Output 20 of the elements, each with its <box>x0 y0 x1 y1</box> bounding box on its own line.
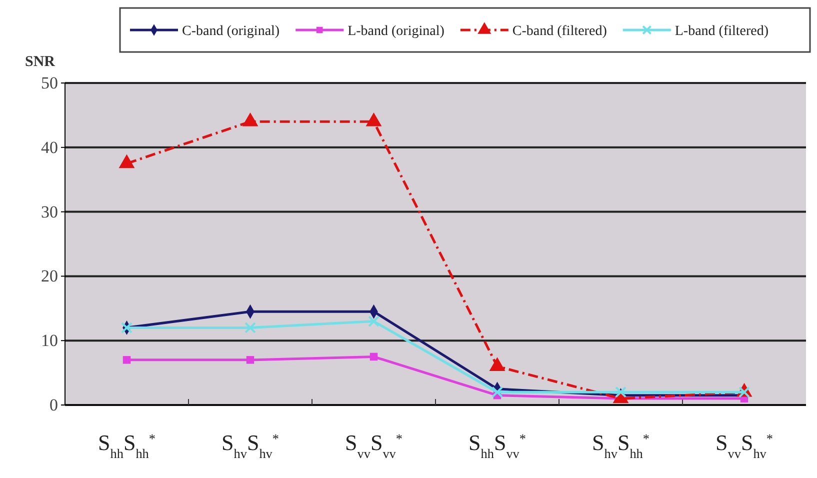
point <box>368 316 380 328</box>
legend-label: L-band (filtered) <box>674 24 769 39</box>
point <box>244 322 256 334</box>
legend-label: C-band (original) <box>182 24 280 39</box>
y-tick-label: 10 <box>41 331 58 350</box>
y-tick-label: 0 <box>50 395 58 414</box>
legend-label: C-band (filtered) <box>512 24 608 39</box>
legend-label: L-band (original) <box>348 24 445 39</box>
point <box>242 112 258 126</box>
point <box>366 112 382 126</box>
y-tick-label: 50 <box>41 73 58 92</box>
y-tick-label: 20 <box>41 266 58 286</box>
point <box>122 356 131 364</box>
y-tick-label: 40 <box>41 138 58 157</box>
point <box>246 356 254 364</box>
y-tick-label: 30 <box>41 202 58 222</box>
point <box>118 154 135 168</box>
point <box>492 386 503 398</box>
point <box>370 352 378 361</box>
y-axis-title: SNR <box>24 54 56 70</box>
